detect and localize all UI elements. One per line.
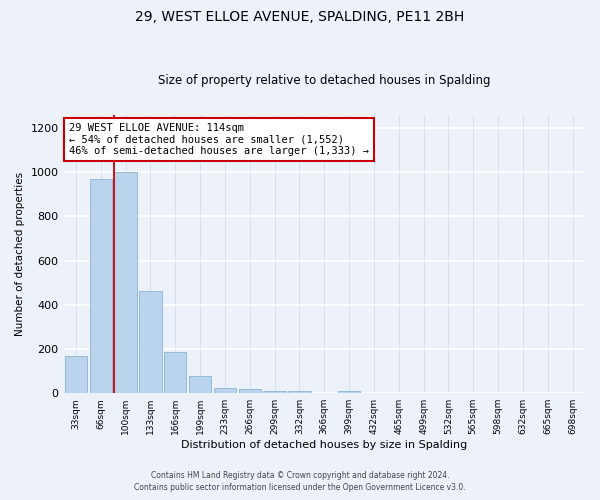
- Bar: [115, 172, 137, 393]
- Text: 29 WEST ELLOE AVENUE: 114sqm
← 54% of detached houses are smaller (1,552)
46% of: 29 WEST ELLOE AVENUE: 114sqm ← 54% of de…: [69, 123, 369, 156]
- Bar: [65, 356, 87, 393]
- Bar: [288, 392, 311, 393]
- Bar: [214, 388, 236, 393]
- Bar: [89, 178, 112, 393]
- X-axis label: Distribution of detached houses by size in Spalding: Distribution of detached houses by size …: [181, 440, 467, 450]
- Bar: [164, 352, 187, 393]
- Text: Contains HM Land Registry data © Crown copyright and database right 2024.
Contai: Contains HM Land Registry data © Crown c…: [134, 471, 466, 492]
- Bar: [263, 390, 286, 393]
- Bar: [139, 292, 161, 393]
- Bar: [338, 390, 360, 393]
- Text: 29, WEST ELLOE AVENUE, SPALDING, PE11 2BH: 29, WEST ELLOE AVENUE, SPALDING, PE11 2B…: [136, 10, 464, 24]
- Bar: [239, 389, 261, 393]
- Y-axis label: Number of detached properties: Number of detached properties: [15, 172, 25, 336]
- Title: Size of property relative to detached houses in Spalding: Size of property relative to detached ho…: [158, 74, 491, 87]
- Bar: [189, 376, 211, 393]
